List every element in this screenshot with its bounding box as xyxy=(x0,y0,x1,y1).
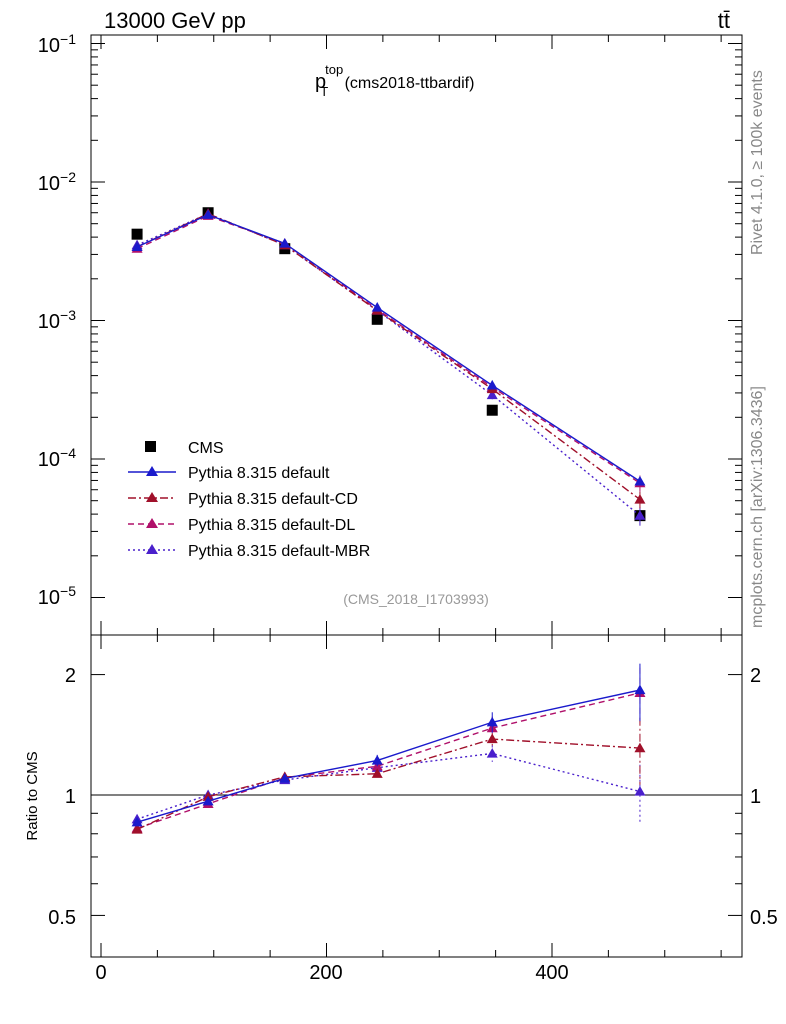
mcplots-source-label: mcplots.cern.ch [arXiv:1306.3436] xyxy=(749,386,766,628)
point-pythia-8-315-default-cd xyxy=(634,494,646,504)
ratio-frame xyxy=(90,634,743,958)
legend-entry-default-mbr: Pythia 8.315 default-MBR xyxy=(128,543,370,560)
point-pythia-8-315-default xyxy=(634,475,646,486)
ratio-point-pythia-8-315-default xyxy=(131,816,143,827)
point-pythia-8-315-default xyxy=(371,302,383,312)
legend-default-label: Pythia 8.315 default xyxy=(188,465,330,482)
plot-title: ptop T (cms2018-ttbardif) xyxy=(315,62,474,99)
point-cms xyxy=(131,228,143,240)
point-pythia-8-315-default xyxy=(131,241,143,252)
ratio-line-pythia-8-315-default-dl xyxy=(136,692,641,830)
ratio-point-pythia-8-315-default-cd xyxy=(371,768,383,778)
analysis-watermark: (CMS_2018_I1703993) xyxy=(343,591,489,607)
ratio-y-tick-labels: 2 1 0.5 2 1 0.5 xyxy=(48,665,778,929)
legend-entry-default: Pythia 8.315 default xyxy=(128,465,330,482)
main-panel: 10−1 10−2 10−3 10−4 10−5 ptop T (cms2018-… xyxy=(38,31,743,636)
point-pythia-8-315-default xyxy=(279,237,291,248)
ratio-point-pythia-8-315-default-mbr xyxy=(634,786,646,796)
legend-cms-label: CMS xyxy=(188,440,224,457)
ratio-y-tick-label-1: 1 xyxy=(65,786,76,808)
series-line-pythia-8-315-default-cd xyxy=(136,212,641,501)
ratio-point-pythia-8-315-default xyxy=(202,795,214,806)
legend-entry-default-cd: Pythia 8.315 default-CD xyxy=(128,491,358,508)
main-ticks xyxy=(91,35,742,635)
ratio-point-pythia-8-315-default xyxy=(279,772,291,783)
main-series xyxy=(131,207,646,526)
legend-cms-marker xyxy=(145,441,156,452)
ratio-point-pythia-8-315-default-cd xyxy=(131,823,143,834)
point-pythia-8-315-default-mbr xyxy=(634,510,646,520)
ratio-point-pythia-8-315-default-cd xyxy=(634,742,646,753)
y-tick-label-0.01: 10−2 xyxy=(38,169,76,195)
legend-dl-marker xyxy=(146,518,158,528)
energy-label: 13000 GeV pp xyxy=(104,8,246,33)
point-pythia-8-315-default xyxy=(486,379,498,390)
ratio-line-pythia-8-315-default-cd xyxy=(136,738,640,831)
ratio-line-pythia-8-315-default xyxy=(136,689,641,823)
x-tick-label-400: 400 xyxy=(535,962,568,984)
point-pythia-8-315-default-mbr xyxy=(486,389,498,400)
process-label: tt̄ xyxy=(718,8,730,33)
point-cms xyxy=(486,404,498,416)
y-tick-label-0.001: 10−3 xyxy=(38,307,76,333)
legend-entry-default-dl: Pythia 8.315 default-DL xyxy=(128,517,355,534)
main-y-tick-labels: 10−1 10−2 10−3 10−4 10−5 xyxy=(38,31,76,609)
legend-mbr-marker xyxy=(146,544,158,554)
legend-default-marker xyxy=(146,466,158,476)
legend: CMS Pythia 8.315 default Pythia 8.315 de… xyxy=(128,440,370,560)
ratio-point-pythia-8-315-default xyxy=(634,684,646,695)
ratio-series xyxy=(131,663,646,834)
ratio-y-tick-label-2: 2 xyxy=(65,665,76,687)
y-tick-label-0.1: 10−1 xyxy=(38,31,76,57)
x-tick-labels: 0 200 400 xyxy=(95,962,568,984)
y-tick-label-1e-5: 10−5 xyxy=(38,583,76,609)
legend-dl-label: Pythia 8.315 default-DL xyxy=(188,517,355,534)
legend-entry-cms: CMS xyxy=(145,440,224,457)
ratio-point-pythia-8-315-default xyxy=(371,754,383,765)
ratio-y-axis-label: Ratio to CMS xyxy=(24,751,41,840)
x-tick-label-200: 200 xyxy=(309,962,342,984)
ratio-y-tick-label-right-0.5: 0.5 xyxy=(750,907,778,929)
point-pythia-8-315-default xyxy=(202,209,214,219)
ratio-point-pythia-8-315-default xyxy=(486,716,498,727)
ratio-panel: 2 1 0.5 2 1 0.5 Ratio to CMS 0 200 400 xyxy=(24,634,778,984)
x-tick-label-0: 0 xyxy=(95,962,106,984)
ratio-point-pythia-8-315-default-mbr xyxy=(486,747,498,758)
ratio-y-tick-label-0.5: 0.5 xyxy=(48,907,76,929)
series-line-pythia-8-315-default xyxy=(136,214,641,482)
ratio-ticks xyxy=(91,635,742,957)
y-tick-label-0.0001: 10−4 xyxy=(38,445,76,471)
ratio-y-tick-label-right-2: 2 xyxy=(750,665,761,687)
ratio-line-pythia-8-315-default-mbr xyxy=(136,752,641,820)
point-cms xyxy=(371,313,383,325)
ratio-point-pythia-8-315-default-cd xyxy=(486,733,498,744)
legend-cd-marker xyxy=(146,492,158,502)
legend-cd-label: Pythia 8.315 default-CD xyxy=(188,491,358,508)
series-line-pythia-8-315-default-dl xyxy=(136,215,641,484)
legend-mbr-label: Pythia 8.315 default-MBR xyxy=(188,543,370,560)
ratio-y-tick-label-right-1: 1 xyxy=(750,786,761,808)
rivet-version-label: Rivet 4.1.0, ≥ 100k events xyxy=(749,70,766,255)
